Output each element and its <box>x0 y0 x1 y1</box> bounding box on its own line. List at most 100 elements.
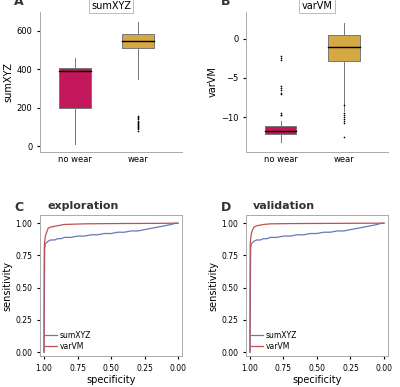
Bar <box>265 127 296 134</box>
sumXYZ <box>268 235 272 240</box>
varVM <box>261 222 266 227</box>
Legend: sumXYZ, varVM: sumXYZ, varVM <box>44 330 93 352</box>
Line: varVM: varVM <box>44 223 178 352</box>
sumXYZ <box>265 236 270 241</box>
sumXYZ <box>375 222 380 227</box>
sumXYZ <box>122 230 127 235</box>
sumXYZ <box>75 234 80 238</box>
Title: varVM: varVM <box>302 1 332 11</box>
varVM <box>55 223 60 228</box>
Line: sumXYZ: sumXYZ <box>44 223 178 352</box>
varVM <box>136 221 140 226</box>
varVM <box>379 221 384 226</box>
varVM <box>252 225 256 229</box>
sumXYZ <box>294 233 299 237</box>
sumXYZ <box>321 230 326 235</box>
varVM <box>48 225 53 229</box>
Text: validation: validation <box>253 201 315 211</box>
Text: A: A <box>14 0 24 8</box>
sumXYZ <box>328 230 333 235</box>
Bar <box>122 34 154 48</box>
Title: sumXYZ: sumXYZ <box>91 1 131 11</box>
Y-axis label: sensitivity: sensitivity <box>2 261 12 311</box>
X-axis label: specificity: specificity <box>86 375 136 385</box>
varVM <box>176 221 180 226</box>
varVM <box>382 221 386 226</box>
Line: sumXYZ: sumXYZ <box>250 223 384 352</box>
sumXYZ <box>261 236 266 241</box>
Text: exploration: exploration <box>47 201 118 211</box>
sumXYZ <box>46 239 50 243</box>
sumXYZ <box>102 231 107 236</box>
sumXYZ <box>368 223 373 228</box>
varVM <box>169 221 174 226</box>
sumXYZ <box>173 221 178 226</box>
sumXYZ <box>68 235 73 240</box>
sumXYZ <box>52 238 57 242</box>
varVM <box>109 221 114 226</box>
sumXYZ <box>95 233 100 237</box>
sumXYZ <box>341 229 346 233</box>
varVM <box>368 221 373 226</box>
varVM <box>249 231 254 236</box>
sumXYZ <box>48 238 53 242</box>
Y-axis label: sensitivity: sensitivity <box>208 261 218 311</box>
sumXYZ <box>162 223 167 228</box>
sumXYZ <box>314 231 319 236</box>
sumXYZ <box>301 233 306 237</box>
sumXYZ <box>88 233 93 237</box>
varVM <box>248 236 253 241</box>
varVM <box>46 226 50 231</box>
sumXYZ <box>248 247 253 251</box>
Text: B: B <box>220 0 230 8</box>
sumXYZ <box>42 350 46 354</box>
Bar <box>59 68 90 108</box>
varVM <box>375 221 380 226</box>
varVM <box>42 266 46 271</box>
sumXYZ <box>42 247 47 251</box>
varVM <box>62 222 66 227</box>
sumXYZ <box>335 229 340 233</box>
sumXYZ <box>109 231 114 236</box>
sumXYZ <box>176 221 180 226</box>
sumXYZ <box>249 241 254 246</box>
sumXYZ <box>136 229 140 233</box>
varVM <box>341 221 346 226</box>
sumXYZ <box>258 238 263 242</box>
Bar <box>328 35 360 61</box>
sumXYZ <box>115 230 120 235</box>
varVM <box>42 350 46 354</box>
varVM <box>254 223 259 228</box>
sumXYZ <box>129 229 134 233</box>
varVM <box>162 221 167 226</box>
Text: C: C <box>14 201 24 214</box>
sumXYZ <box>43 241 48 246</box>
varVM <box>42 239 47 243</box>
sumXYZ <box>288 234 292 238</box>
varVM <box>173 221 178 226</box>
X-axis label: specificity: specificity <box>292 375 342 385</box>
sumXYZ <box>142 227 147 232</box>
sumXYZ <box>62 235 66 240</box>
sumXYZ <box>348 227 353 232</box>
Legend: sumXYZ, varVM: sumXYZ, varVM <box>250 330 299 352</box>
varVM <box>314 221 319 226</box>
sumXYZ <box>156 225 160 229</box>
varVM <box>248 260 252 264</box>
sumXYZ <box>248 350 252 354</box>
sumXYZ <box>379 221 384 226</box>
varVM <box>42 247 47 251</box>
varVM <box>82 221 87 226</box>
varVM <box>44 230 49 235</box>
sumXYZ <box>274 235 279 240</box>
sumXYZ <box>55 236 60 241</box>
sumXYZ <box>355 226 360 231</box>
varVM <box>248 350 252 354</box>
varVM <box>250 227 255 232</box>
sumXYZ <box>281 234 286 238</box>
sumXYZ <box>308 231 313 236</box>
Y-axis label: varVM: varVM <box>208 67 218 98</box>
varVM <box>268 221 272 226</box>
Y-axis label: sumXYZ: sumXYZ <box>4 62 14 102</box>
sumXYZ <box>254 238 259 242</box>
